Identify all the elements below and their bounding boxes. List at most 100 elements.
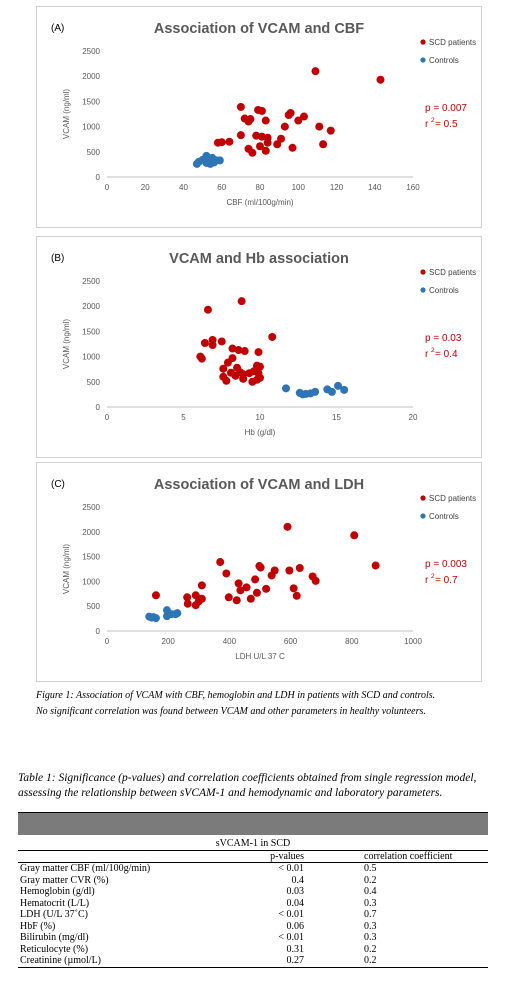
table-column-header: p-values correlation coefficient [18, 850, 488, 863]
data-point [236, 102, 245, 111]
data-point [192, 159, 201, 168]
y-tick-label: 2000 [82, 528, 100, 537]
data-point [183, 599, 192, 608]
x-tick-label: 140 [368, 183, 382, 192]
data-point [232, 596, 241, 605]
panel-label: (B) [51, 253, 64, 264]
data-point [225, 137, 234, 146]
data-point [162, 612, 171, 621]
data-point [284, 111, 293, 120]
p-value-annotation: p = 0.003 [425, 559, 467, 570]
chart-title: VCAM and Hb association [169, 251, 349, 267]
panel-label: (A) [51, 23, 64, 34]
x-tick-label: 20 [409, 413, 418, 422]
row-parameter: HbF (%) [20, 920, 56, 932]
row-correlation: 0.7 [364, 909, 377, 920]
legend-entry: SCD patients [429, 494, 476, 503]
chart-title: Association of VCAM and CBF [154, 21, 364, 37]
data-point [294, 116, 303, 125]
data-point [288, 143, 297, 152]
row-correlation: 0.3 [364, 920, 377, 932]
data-point [315, 122, 324, 131]
col-correlation: correlation coefficient [306, 850, 488, 863]
r-squared-superscript: 2 [431, 573, 435, 580]
data-point [261, 146, 270, 155]
group-header: sVCAM-1 in SCD [18, 835, 488, 851]
y-tick-label: 500 [87, 602, 101, 611]
y-tick-label: 500 [87, 378, 101, 387]
data-point [292, 591, 301, 600]
data-point [228, 344, 237, 353]
data-point [280, 122, 289, 131]
x-tick-label: 160 [406, 183, 420, 192]
r-squared-value: = 0.4 [435, 349, 458, 360]
row-correlation: 0.2 [364, 874, 377, 886]
data-point [298, 390, 307, 399]
y-tick-label: 0 [96, 173, 101, 182]
chart-panel-a: (A) Association of VCAM and CBF 0 20 40 60 80 1… [36, 6, 482, 228]
table-row: Hematocrit (L/L) 0.04 0.3 [18, 898, 488, 910]
data-point [200, 338, 209, 347]
x-tick-label: 80 [256, 183, 265, 192]
legend-entry: Controls [429, 56, 459, 65]
data-point [208, 341, 217, 350]
data-point [311, 67, 320, 76]
table-row: HbF (%) 0.06 0.3 [18, 921, 488, 933]
data-point [210, 158, 219, 167]
legend-entry: Controls [429, 286, 459, 295]
x-tick-label: 0 [105, 637, 110, 646]
row-pvalue: 0.03 [286, 886, 305, 897]
row-pvalue: 0.31 [286, 943, 305, 955]
legend-marker [420, 287, 426, 293]
data-point [240, 347, 249, 356]
row-parameter: Gray matter CBF (ml/100g/min) [20, 863, 151, 874]
data-point [263, 138, 272, 147]
x-tick-label: 600 [284, 637, 298, 646]
panel-label: (C) [51, 479, 65, 490]
data-point [252, 588, 261, 597]
data-point [223, 358, 232, 367]
y-tick-label: 1000 [82, 577, 100, 586]
row-correlation: 0.5 [364, 863, 377, 874]
data-point [273, 140, 282, 149]
x-tick-label: 400 [223, 637, 237, 646]
y-tick-label: 1000 [82, 123, 100, 132]
data-point [234, 346, 243, 355]
data-point [191, 591, 200, 600]
chart-b: (B) VCAM and Hb association 0 5 10 15 20 0 500 10… [51, 251, 476, 437]
y-tick-label: 2500 [82, 277, 100, 286]
y-tick-label: 1500 [82, 327, 100, 336]
row-pvalue: 0.04 [286, 897, 305, 909]
table-banner [18, 812, 488, 835]
y-tick-label: 2000 [82, 302, 100, 311]
figure-caption-line1: Figure 1: Association of VCAM with CBF, … [36, 690, 436, 701]
r-squared-symbol: r [425, 575, 429, 586]
data-point [246, 594, 255, 603]
row-pvalue: 0.4 [291, 874, 305, 886]
figure-caption: Figure 1: Association of VCAM with CBF, … [36, 688, 506, 720]
table-row: Bilirubin (mg/dl) < 0.01 0.3 [18, 932, 488, 944]
data-point [183, 593, 192, 602]
p-value-annotation: p = 0.03 [425, 333, 462, 344]
data-point [371, 561, 380, 570]
data-point [256, 142, 264, 151]
row-pvalue: 0.06 [286, 920, 305, 932]
data-point [197, 354, 206, 363]
table-group-header: sVCAM-1 in SCD [18, 835, 488, 851]
data-point [197, 581, 206, 590]
data-point [222, 569, 231, 578]
chart-panel-b: (B) VCAM and Hb association 0 5 10 15 20 0 500 10… [36, 236, 482, 458]
x-axis-label: LDH U/L 37 C [235, 652, 285, 661]
x-tick-label: 0 [105, 413, 110, 422]
y-tick-label: 1500 [82, 97, 100, 106]
table-row: Gray matter CBF (ml/100g/min) < 0.01 0.5 [18, 863, 488, 875]
row-parameter: Hemoglobin (g/dl) [20, 886, 95, 897]
col-pvalues: p-values [222, 850, 306, 863]
chart-panel-c: (C) Association of VCAM and LDH 0 200 400 600… [36, 462, 482, 682]
x-tick-label: 0 [105, 183, 110, 192]
data-point [254, 348, 263, 357]
x-tick-label: 100 [292, 183, 306, 192]
data-point [283, 522, 292, 531]
